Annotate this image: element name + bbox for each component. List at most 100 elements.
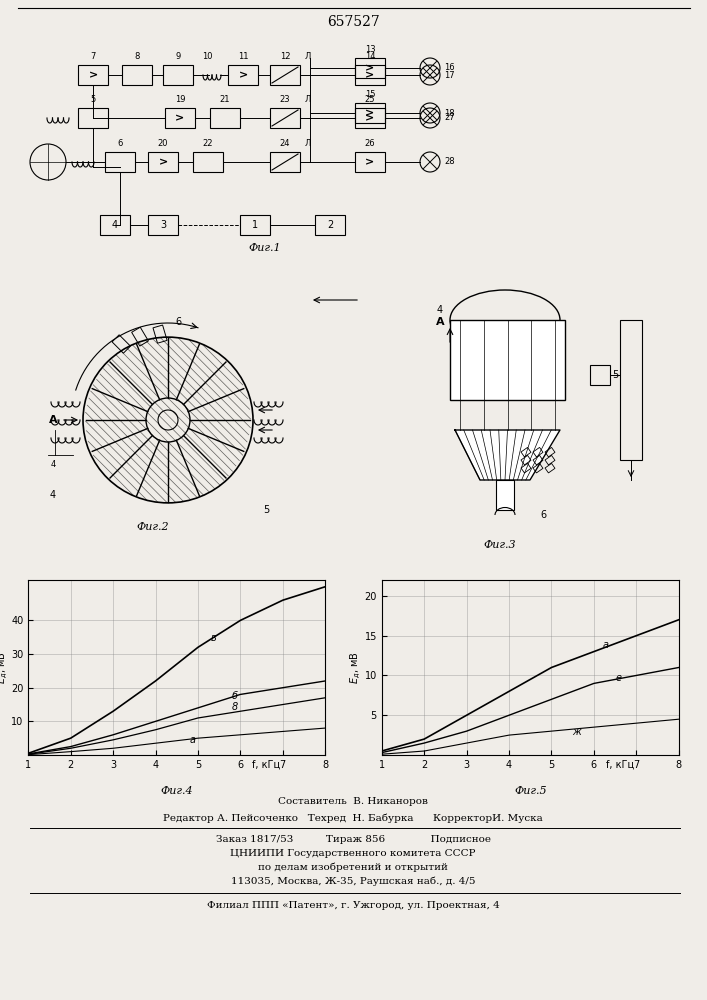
Text: 11: 11 xyxy=(238,52,248,61)
Text: 27: 27 xyxy=(444,113,455,122)
Bar xyxy=(315,215,345,235)
Text: 3: 3 xyxy=(160,220,166,230)
Text: Заказ 1817/53          Тираж 856              Подписное: Заказ 1817/53 Тираж 856 Подписное xyxy=(216,836,491,844)
Bar xyxy=(163,65,193,85)
Text: 12: 12 xyxy=(280,52,291,61)
Bar xyxy=(450,320,565,400)
Text: Фиг.5: Фиг.5 xyxy=(514,786,547,796)
Text: 18: 18 xyxy=(444,108,455,117)
Text: 5: 5 xyxy=(263,505,269,515)
Bar xyxy=(270,152,300,172)
Text: 7: 7 xyxy=(90,52,95,61)
Text: >: > xyxy=(366,108,375,118)
Text: 4: 4 xyxy=(50,490,56,500)
Text: 1: 1 xyxy=(252,220,258,230)
Text: Фиг.3: Фиг.3 xyxy=(484,540,516,550)
Text: 6: 6 xyxy=(117,139,123,148)
Text: >: > xyxy=(366,113,375,123)
Bar xyxy=(105,152,135,172)
Circle shape xyxy=(146,398,190,442)
Bar xyxy=(533,455,543,465)
Y-axis label: $E_д$, мВ: $E_д$, мВ xyxy=(349,651,363,684)
Text: A: A xyxy=(49,415,58,425)
Text: в: в xyxy=(211,633,216,643)
Text: 4: 4 xyxy=(437,305,443,315)
Circle shape xyxy=(158,410,178,430)
Bar xyxy=(590,365,610,385)
Text: 26: 26 xyxy=(365,139,375,148)
Text: 28: 28 xyxy=(444,157,455,166)
Text: 5: 5 xyxy=(90,95,95,104)
Text: 21: 21 xyxy=(220,95,230,104)
Text: 15: 15 xyxy=(365,90,375,99)
Text: f, кГц: f, кГц xyxy=(606,759,634,769)
Text: по делам изобретений и открытий: по делам изобретений и открытий xyxy=(258,862,448,872)
Text: >: > xyxy=(366,157,375,167)
Text: >: > xyxy=(175,113,185,123)
Bar xyxy=(240,215,270,235)
Text: >: > xyxy=(158,157,168,167)
Bar xyxy=(210,108,240,128)
Text: ж: ж xyxy=(573,727,581,737)
Text: >: > xyxy=(88,70,98,80)
Bar xyxy=(545,447,555,457)
Bar xyxy=(78,65,108,85)
Text: 13: 13 xyxy=(365,45,375,54)
Text: Фиг.1: Фиг.1 xyxy=(249,243,281,253)
Bar xyxy=(100,215,130,235)
Text: Составитель  В. Никаноров: Составитель В. Никаноров xyxy=(278,798,428,806)
Text: 5: 5 xyxy=(612,370,618,380)
Text: >: > xyxy=(238,70,247,80)
Bar xyxy=(521,455,531,465)
Bar xyxy=(355,108,385,128)
Bar xyxy=(521,463,531,473)
Bar xyxy=(270,108,300,128)
Bar xyxy=(148,215,178,235)
Text: е: е xyxy=(615,673,621,683)
Bar xyxy=(228,65,258,85)
Text: 17: 17 xyxy=(444,70,455,80)
Text: 23: 23 xyxy=(280,95,291,104)
Text: 19: 19 xyxy=(175,95,185,104)
Text: 25: 25 xyxy=(365,95,375,104)
Bar xyxy=(193,152,223,172)
Text: 8: 8 xyxy=(232,702,238,712)
Y-axis label: $E_д$, мВ: $E_д$, мВ xyxy=(0,651,10,684)
Bar xyxy=(165,108,195,128)
Bar xyxy=(112,335,131,353)
Text: >: > xyxy=(366,70,375,80)
Bar xyxy=(355,65,385,85)
Text: Филиал ППП «Патент», г. Ужгород, ул. Проектная, 4: Филиал ППП «Патент», г. Ужгород, ул. Про… xyxy=(206,900,499,910)
Text: б: б xyxy=(232,691,238,701)
Text: 22: 22 xyxy=(203,139,214,148)
Bar xyxy=(270,65,300,85)
Text: а: а xyxy=(602,640,608,650)
Polygon shape xyxy=(455,430,560,480)
Bar xyxy=(148,152,178,172)
Text: 24: 24 xyxy=(280,139,291,148)
Text: Редактор А. Пейсоченко   Техред  Н. Бабурка      КорректорИ. Муска: Редактор А. Пейсоченко Техред Н. Бабурка… xyxy=(163,813,543,823)
Text: 10: 10 xyxy=(201,52,212,61)
Text: Л: Л xyxy=(305,139,311,148)
Bar xyxy=(533,447,543,457)
Text: 657527: 657527 xyxy=(327,15,380,29)
Text: 9: 9 xyxy=(175,52,180,61)
Text: A: A xyxy=(436,317,444,327)
Text: 6: 6 xyxy=(175,317,181,327)
Text: 8: 8 xyxy=(134,52,140,61)
Text: Л: Л xyxy=(305,52,311,61)
Bar xyxy=(355,152,385,172)
Bar xyxy=(521,447,531,457)
Bar xyxy=(545,463,555,473)
Bar xyxy=(533,463,543,473)
Text: ЦНИИПИ Государственного комитета СССР: ЦНИИПИ Государственного комитета СССР xyxy=(230,850,476,858)
Text: 4: 4 xyxy=(112,220,118,230)
Bar xyxy=(122,65,152,85)
Text: f, кГц: f, кГц xyxy=(252,759,281,769)
Text: 6: 6 xyxy=(540,510,546,520)
Bar xyxy=(78,108,108,128)
Text: >: > xyxy=(366,63,375,73)
Text: 4: 4 xyxy=(50,460,56,469)
Bar xyxy=(355,58,385,78)
Text: 113035, Москва, Ж-35, Раушская наб., д. 4/5: 113035, Москва, Ж-35, Раушская наб., д. … xyxy=(230,876,475,886)
